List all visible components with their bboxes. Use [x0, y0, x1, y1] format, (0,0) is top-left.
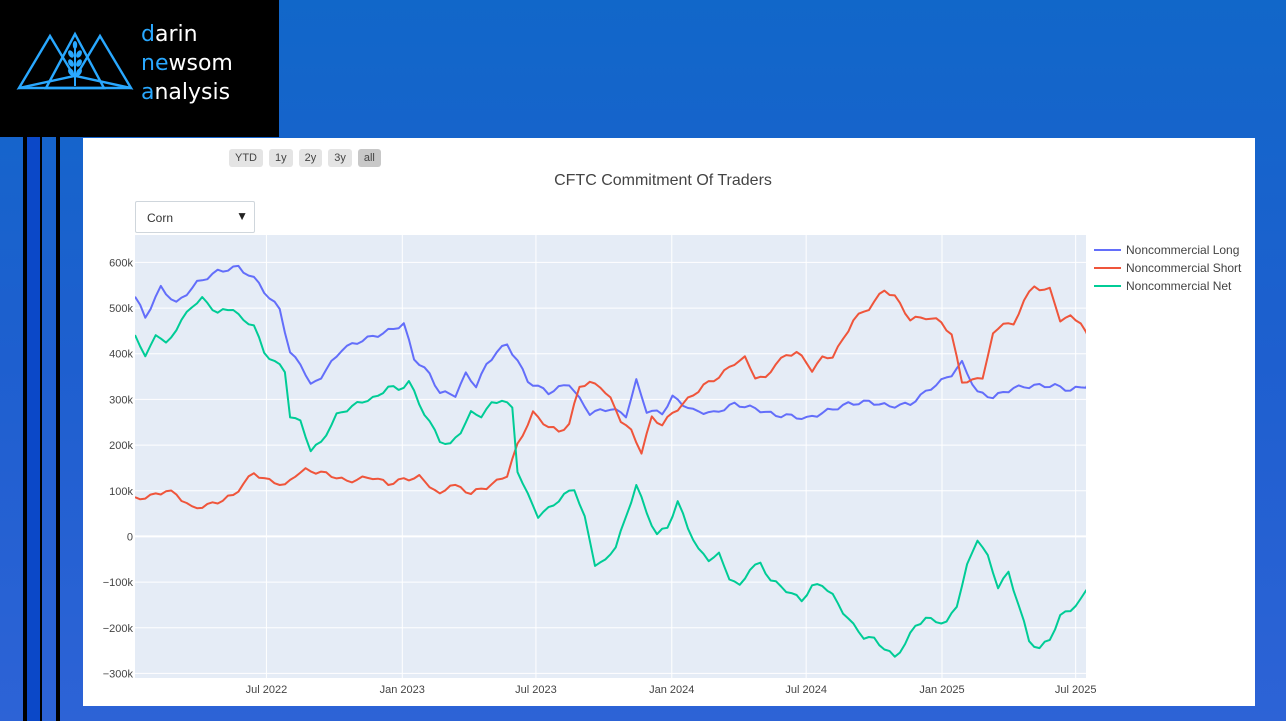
legend-label: Noncommercial Net [1126, 279, 1232, 293]
y-tick-label: 400k [109, 349, 133, 361]
plot-area [135, 235, 1086, 678]
left-edge-stripe-black-1 [23, 137, 27, 721]
legend-item-noncommercial-short[interactable]: Noncommercial Short [1094, 261, 1242, 275]
brand-line-2: newsom [141, 51, 233, 76]
brand-name: darin newsom analysis [141, 20, 233, 107]
x-tick-label: Jul 2025 [1055, 684, 1097, 696]
left-edge-stripe-black-2 [40, 137, 42, 721]
legend-label: Noncommercial Long [1126, 243, 1239, 257]
dropdown-selected-value: Corn [147, 211, 174, 225]
legend-item-noncommercial-long[interactable]: Noncommercial Long [1094, 243, 1239, 257]
range-button-3y[interactable]: 3y [328, 149, 352, 167]
commodity-dropdown[interactable]: Corn ▼ [135, 201, 255, 233]
x-tick-label: Jul 2023 [515, 684, 557, 696]
y-tick-label: 300k [109, 394, 133, 406]
range-button-2y[interactable]: 2y [298, 149, 323, 167]
y-tick-label: −300k [103, 668, 134, 680]
x-tick-label: Jan 2023 [380, 684, 425, 696]
y-tick-label: 100k [109, 486, 133, 498]
brand-line-3: analysis [141, 80, 231, 105]
y-tick-label: 500k [109, 303, 133, 315]
x-tick-label: Jan 2024 [649, 684, 694, 696]
y-tick-label: 200k [109, 440, 133, 452]
range-button-ytd[interactable]: YTD [229, 149, 263, 167]
range-selector: YTD 1y 2y 3y all [229, 149, 381, 167]
x-tick-label: Jan 2025 [919, 684, 964, 696]
series-line-noncommercial-short[interactable] [135, 285, 1255, 510]
left-edge-stripe-blue [27, 137, 40, 721]
cot-line-chart: Jul 2022 Jan 2023 Jul 2023 Jan 2024 Jul 2024… [103, 235, 1255, 696]
brand-line-1: darin [141, 22, 198, 47]
mountain-wheat-logo-icon [16, 31, 134, 90]
y-tick-label: 0 [127, 531, 133, 543]
series-line-noncommercial-long[interactable] [135, 249, 1255, 420]
chart-title: CFTC Commitment Of Traders [554, 172, 772, 189]
series-line-noncommercial-net[interactable] [135, 296, 1255, 658]
legend-label: Noncommercial Short [1126, 261, 1242, 275]
y-tick-label: −100k [103, 577, 134, 589]
range-button-all[interactable]: all [357, 149, 381, 167]
x-tick-label: Jul 2024 [785, 684, 827, 696]
y-tick-label: −200k [103, 623, 134, 635]
y-tick-label: 600k [109, 257, 133, 269]
legend-item-noncommercial-net[interactable]: Noncommercial Net [1094, 279, 1232, 293]
left-edge-stripe-black-3 [56, 137, 60, 721]
chart-card: Jul 2022 Jan 2023 Jul 2023 Jan 2024 Jul 2024… [83, 138, 1255, 706]
caret-down-icon: ▼ [236, 209, 248, 223]
logo-panel: darin newsom analysis [0, 0, 279, 137]
x-tick-label: Jul 2022 [246, 684, 288, 696]
range-button-1y[interactable]: 1y [269, 149, 293, 167]
